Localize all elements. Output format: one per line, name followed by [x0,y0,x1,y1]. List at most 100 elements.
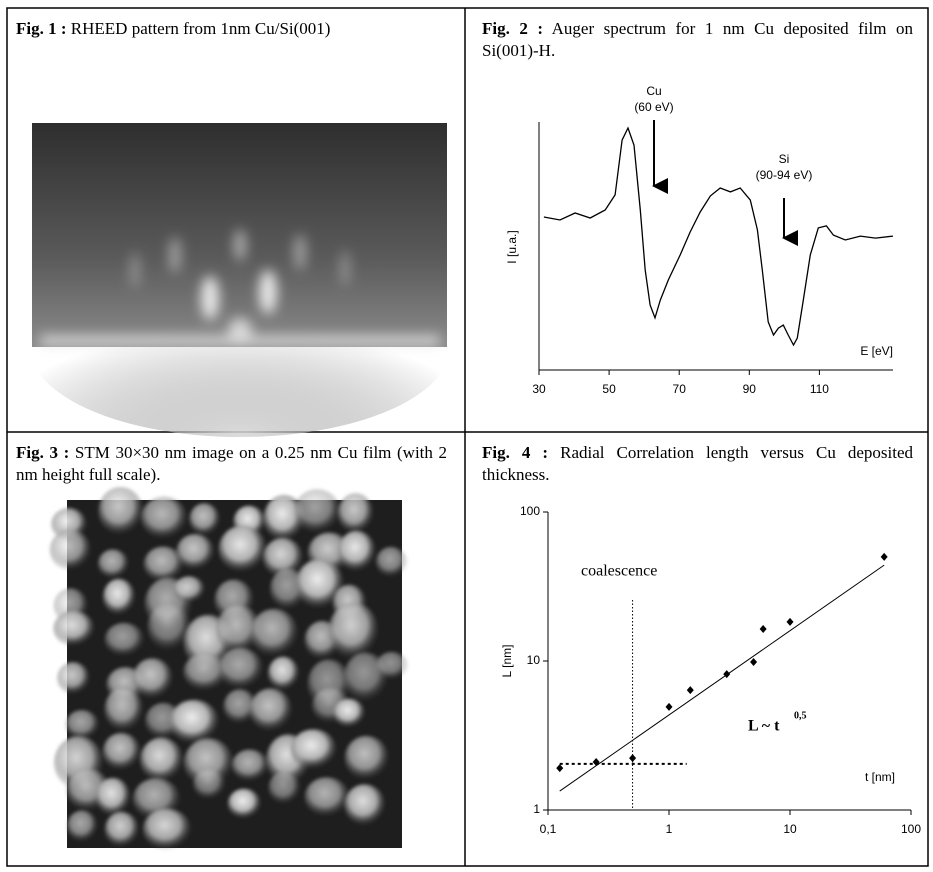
grain [142,808,191,851]
grain [231,749,269,782]
grain [223,689,258,725]
figure-label: Fig. 3 : [16,443,70,462]
data-point [556,764,564,773]
data-point [786,617,794,626]
grain [173,576,205,603]
y-tick-label: 100 [520,504,540,518]
stm-grains [49,487,409,851]
grain [102,578,136,616]
annotation: Si [779,152,790,166]
x-tick-label: 110 [810,382,829,396]
y-axis-label: I [u.a.] [505,230,519,263]
grain [183,652,229,692]
grain [104,622,145,657]
annotation: L ~ t [748,718,780,735]
data-point [629,754,637,763]
grain [295,558,344,610]
y-tick-label: 1 [533,802,540,816]
grain [262,537,304,579]
grain [66,810,98,843]
x-axis-label: E [eV] [860,344,893,358]
grain [102,732,141,771]
caption: Fig. 4 : Radial Correlation length versu… [482,442,913,486]
grain [290,728,337,770]
data-point [880,552,888,561]
y-tick-label: 10 [527,653,541,667]
x-tick-label: 0,1 [540,822,557,836]
grain [337,493,374,534]
data-point [665,702,673,711]
grain [249,688,293,732]
caption-text: STM 30×30 nm image on a 0.25 nm Cu film … [16,443,448,484]
caption-text: Radial Correlation length versus Cu depo… [482,443,913,484]
grain [147,602,192,652]
annotation: (90-94 eV) [756,168,813,182]
grain [49,529,91,571]
grain [267,656,300,691]
grain [293,489,341,534]
fit-line [559,564,885,792]
data-point [686,686,694,695]
grain [218,647,264,690]
x-axis-label: t [nm] [865,770,895,784]
x-tick-label: 90 [743,382,757,396]
annotation: Cu [646,84,661,98]
grain [175,533,215,571]
grain [132,657,173,700]
caption-text: Auger spectrum for 1 nm Cu deposited fil… [482,19,913,60]
grain [344,735,389,781]
x-tick-label: 10 [783,822,797,836]
grain [337,530,376,572]
grain [65,709,100,740]
caption: Fig. 3 : STM 30×30 nm image on a 0.25 nm… [16,442,447,486]
grain [333,698,366,728]
data-point [592,757,600,766]
data-point [750,658,758,667]
stm-image [49,487,409,851]
annotation: (60 eV) [634,100,673,114]
grain [169,699,219,744]
grain [227,788,261,820]
figure-label: Fig. 1 : [16,19,67,38]
grain [215,604,261,655]
grain [328,602,379,660]
grain [189,502,221,536]
grain [95,777,131,817]
rheed-image [30,123,450,437]
grain [304,777,350,818]
x-tick-label: 30 [532,382,546,396]
grain [143,546,184,583]
grain [57,661,90,695]
grain [192,768,226,800]
caption-text: RHEED pattern from 1nm Cu/Si(001) [70,19,331,38]
figure-label: Fig. 4 : [482,443,549,462]
grain [375,546,408,578]
spectrum-line [543,126,894,347]
grain [375,651,409,680]
grain [218,525,267,573]
grain [104,811,140,848]
grain [250,608,299,658]
grain [53,610,95,647]
grain [97,549,129,579]
caption: Fig. 2 : Auger spectrum for 1 nm Cu depo… [482,18,913,62]
grain [104,686,144,732]
annotation: 0,5 [794,710,807,721]
caption: Fig. 1 : RHEED pattern from 1nm Cu/Si(00… [16,18,447,40]
data-point [759,624,767,633]
grain [98,487,144,536]
x-tick-label: 50 [602,382,616,396]
y-axis-label: L [nm] [500,645,514,678]
grain [139,737,184,783]
outer-border [6,7,929,867]
grain [268,771,301,805]
x-tick-label: 100 [901,822,921,836]
data-point [723,670,731,679]
x-tick-label: 1 [666,822,673,836]
grain [344,783,386,827]
figure-label: Fig. 2 : [482,19,544,38]
grain [140,496,188,540]
x-tick-label: 70 [673,382,687,396]
